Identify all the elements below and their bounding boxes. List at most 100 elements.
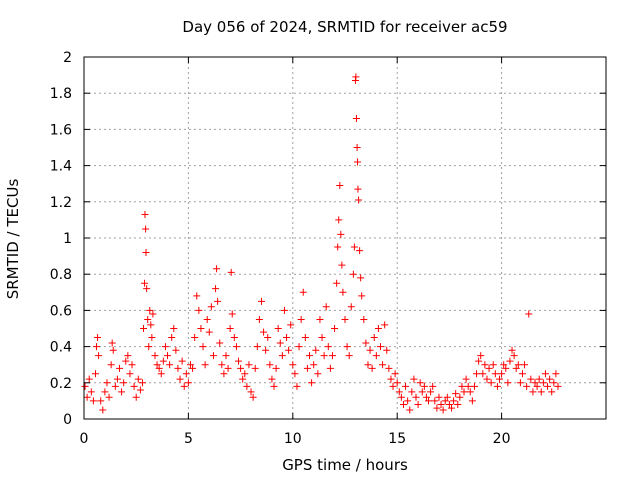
data-point	[243, 382, 251, 390]
data-point	[87, 388, 95, 396]
data-point	[487, 379, 495, 387]
data-point	[260, 328, 268, 336]
data-point	[475, 357, 483, 365]
y-tick-label: 1.6	[50, 122, 72, 138]
data-point	[397, 393, 405, 401]
data-point	[395, 388, 403, 396]
data-point	[331, 325, 339, 332]
data-point	[241, 370, 249, 378]
data-point	[402, 382, 410, 390]
y-tick-label: 1.8	[50, 86, 72, 102]
data-point	[274, 325, 282, 332]
data-point	[170, 325, 178, 332]
data-point	[314, 370, 322, 378]
data-point	[345, 352, 353, 360]
data-point	[218, 361, 226, 369]
data-point	[337, 230, 345, 238]
data-point	[393, 379, 401, 387]
data-point	[308, 379, 316, 387]
data-point	[212, 285, 220, 293]
data-point	[295, 343, 303, 351]
data-point	[149, 310, 157, 318]
data-point	[132, 393, 140, 401]
data-point	[328, 352, 336, 360]
data-point	[151, 352, 159, 360]
data-point	[118, 388, 126, 396]
data-point	[264, 334, 272, 342]
data-point	[109, 346, 117, 354]
data-point	[552, 370, 560, 378]
data-point	[353, 144, 361, 151]
data-point	[539, 379, 547, 387]
data-point	[251, 364, 259, 372]
data-point	[447, 404, 455, 412]
data-point	[182, 370, 190, 378]
data-point	[285, 346, 293, 354]
data-point	[176, 375, 184, 383]
data-point	[554, 382, 562, 390]
x-tick-label: 10	[284, 431, 302, 447]
data-point	[362, 339, 370, 347]
data-point	[320, 352, 328, 360]
data-point	[529, 388, 537, 396]
data-point	[245, 361, 253, 369]
data-point	[533, 382, 541, 390]
data-point	[214, 297, 222, 305]
data-point	[138, 379, 146, 387]
data-point	[427, 388, 435, 396]
data-point	[506, 357, 514, 365]
data-point	[333, 279, 341, 287]
data-point	[416, 379, 424, 387]
data-point	[147, 321, 155, 329]
data-point	[385, 364, 393, 372]
data-point	[508, 346, 516, 354]
data-point	[161, 343, 169, 351]
data-point	[466, 388, 474, 396]
data-point	[226, 325, 234, 332]
data-point	[496, 375, 504, 383]
data-point	[425, 397, 433, 405]
y-tick-label: 0.8	[50, 267, 72, 283]
data-point	[360, 315, 368, 323]
data-point	[197, 325, 205, 332]
data-point	[452, 390, 460, 398]
data-point	[303, 364, 311, 372]
data-point	[144, 315, 152, 323]
x-tick-label: 20	[493, 431, 511, 447]
data-point	[257, 297, 265, 305]
data-point	[128, 361, 136, 369]
data-point	[205, 328, 213, 336]
y-tick-label: 0.2	[50, 376, 72, 392]
data-point	[255, 315, 263, 323]
data-point	[249, 393, 257, 401]
data-point	[180, 382, 188, 390]
data-point	[145, 343, 153, 351]
data-point	[410, 375, 418, 383]
data-point	[230, 334, 238, 342]
data-point	[374, 325, 382, 332]
data-point	[391, 370, 399, 378]
data-point	[276, 339, 284, 347]
data-point	[99, 406, 107, 414]
data-point	[500, 361, 508, 369]
y-tick-label: 2	[63, 50, 72, 66]
data-point	[366, 346, 374, 354]
data-point	[159, 357, 167, 365]
data-point	[235, 357, 243, 365]
data-point	[94, 334, 102, 342]
y-tick-label: 1.4	[50, 159, 72, 175]
data-point	[531, 379, 539, 387]
data-point	[224, 364, 232, 372]
data-point	[193, 292, 201, 300]
data-point	[460, 388, 468, 396]
data-point	[136, 386, 144, 394]
data-point	[429, 382, 437, 390]
data-point	[343, 343, 351, 351]
data-point	[381, 321, 389, 329]
data-point	[105, 393, 113, 401]
data-point	[357, 274, 365, 282]
data-point	[479, 370, 487, 378]
data-point	[253, 343, 261, 351]
data-point	[289, 361, 297, 369]
data-point	[262, 346, 270, 354]
